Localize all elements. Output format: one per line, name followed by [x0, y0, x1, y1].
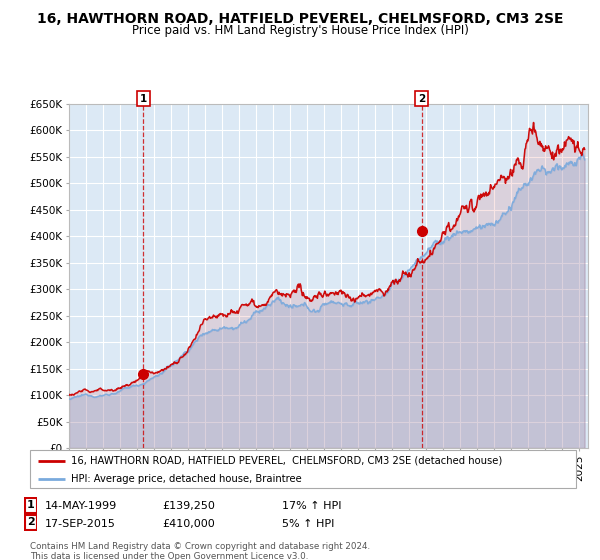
- Text: 17-SEP-2015: 17-SEP-2015: [45, 519, 116, 529]
- Text: 2: 2: [418, 94, 425, 104]
- Text: 14-MAY-1999: 14-MAY-1999: [45, 501, 117, 511]
- Text: Price paid vs. HM Land Registry's House Price Index (HPI): Price paid vs. HM Land Registry's House …: [131, 24, 469, 36]
- Text: HPI: Average price, detached house, Braintree: HPI: Average price, detached house, Brai…: [71, 474, 302, 484]
- Text: 16, HAWTHORN ROAD, HATFIELD PEVEREL, CHELMSFORD, CM3 2SE: 16, HAWTHORN ROAD, HATFIELD PEVEREL, CHE…: [37, 12, 563, 26]
- Text: £139,250: £139,250: [162, 501, 215, 511]
- Text: 1: 1: [27, 500, 34, 510]
- Text: 17% ↑ HPI: 17% ↑ HPI: [282, 501, 341, 511]
- Text: 2: 2: [27, 517, 34, 528]
- Text: 16, HAWTHORN ROAD, HATFIELD PEVEREL,  CHELMSFORD, CM3 2SE (detached house): 16, HAWTHORN ROAD, HATFIELD PEVEREL, CHE…: [71, 456, 502, 466]
- FancyBboxPatch shape: [30, 450, 576, 488]
- Text: 1: 1: [140, 94, 147, 104]
- FancyBboxPatch shape: [25, 497, 37, 513]
- Text: 5% ↑ HPI: 5% ↑ HPI: [282, 519, 334, 529]
- FancyBboxPatch shape: [25, 515, 37, 530]
- Text: £410,000: £410,000: [162, 519, 215, 529]
- Text: Contains HM Land Registry data © Crown copyright and database right 2024.
This d: Contains HM Land Registry data © Crown c…: [30, 542, 370, 560]
